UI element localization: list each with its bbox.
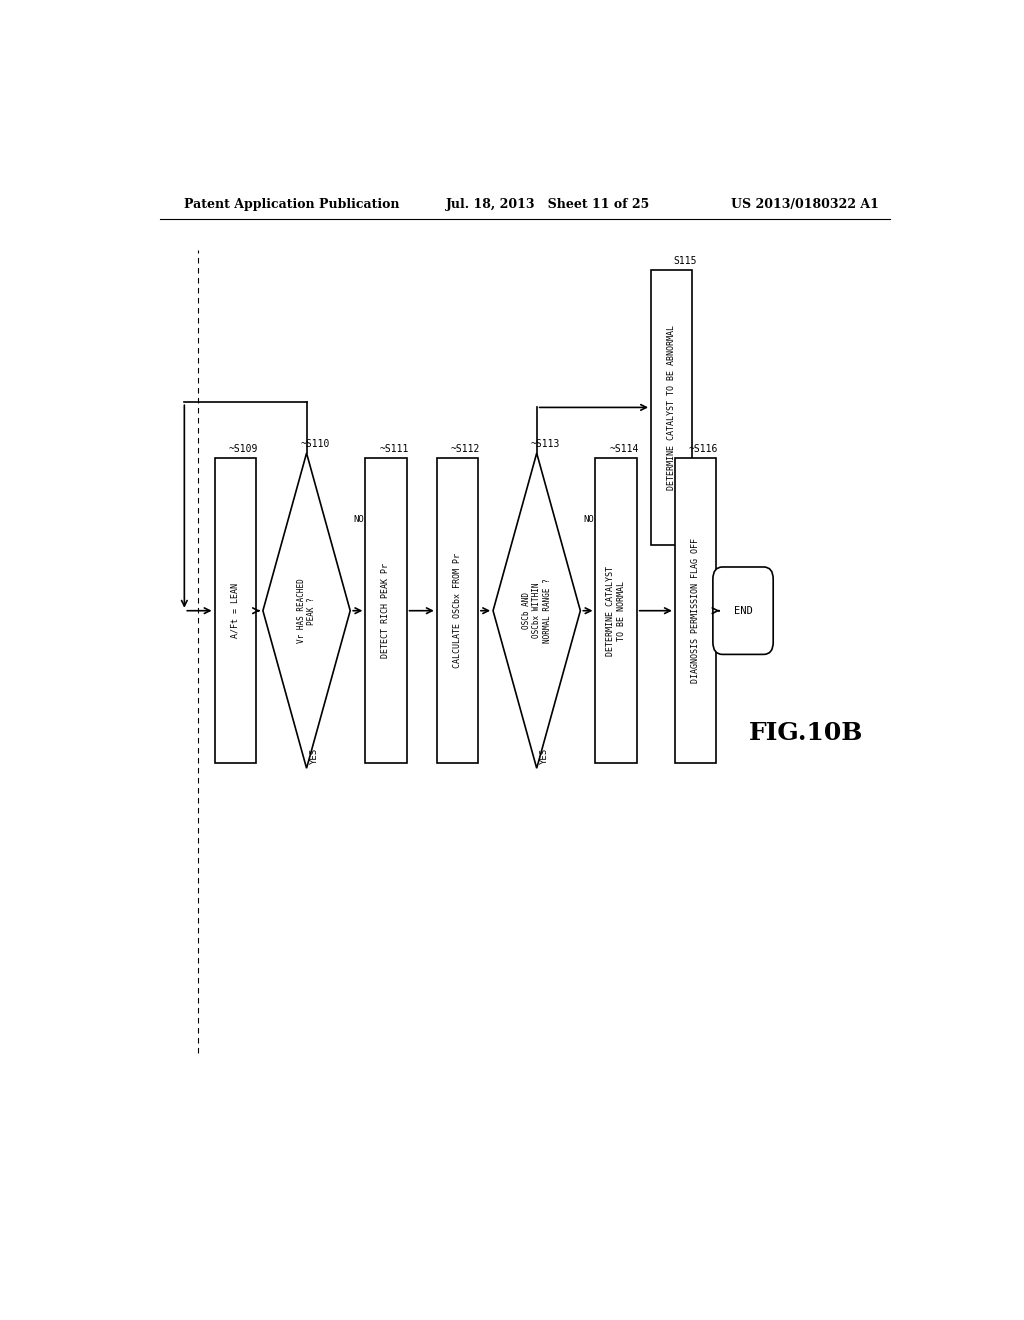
Text: Jul. 18, 2013   Sheet 11 of 25: Jul. 18, 2013 Sheet 11 of 25 bbox=[445, 198, 649, 211]
Text: ~S110: ~S110 bbox=[300, 440, 330, 449]
Polygon shape bbox=[263, 453, 350, 768]
Text: DETERMINE CATALYST
TO BE NORMAL: DETERMINE CATALYST TO BE NORMAL bbox=[606, 566, 626, 656]
Text: YES: YES bbox=[309, 748, 318, 764]
Bar bbox=[214, 458, 256, 763]
Text: END: END bbox=[733, 606, 753, 615]
Text: DIAGNOSIS PERMISSION FLAG OFF: DIAGNOSIS PERMISSION FLAG OFF bbox=[691, 539, 700, 684]
Text: Patent Application Publication: Patent Application Publication bbox=[183, 198, 399, 211]
Text: ~S111: ~S111 bbox=[380, 444, 409, 454]
Text: OSCb AND
OSCbx WITHIN
NORMAL RANGE ?: OSCb AND OSCbx WITHIN NORMAL RANGE ? bbox=[522, 578, 552, 643]
Text: ~S114: ~S114 bbox=[609, 444, 639, 454]
Text: ~S113: ~S113 bbox=[530, 440, 560, 449]
Bar bbox=[595, 458, 637, 763]
Bar bbox=[675, 458, 716, 763]
Text: YES: YES bbox=[540, 748, 549, 764]
Text: S115: S115 bbox=[673, 256, 696, 267]
FancyBboxPatch shape bbox=[713, 568, 773, 655]
Text: Vr HAS REACHED
PEAK ?: Vr HAS REACHED PEAK ? bbox=[297, 578, 316, 643]
Bar bbox=[651, 271, 692, 545]
Bar bbox=[366, 458, 407, 763]
Polygon shape bbox=[494, 453, 581, 768]
Text: DETERMINE CATALYST TO BE ABNORMAL: DETERMINE CATALYST TO BE ABNORMAL bbox=[667, 325, 676, 490]
Text: NO: NO bbox=[584, 515, 594, 524]
Text: CALCULATE OSCbx FROM Pr: CALCULATE OSCbx FROM Pr bbox=[453, 553, 462, 668]
Text: US 2013/0180322 A1: US 2013/0180322 A1 bbox=[731, 198, 879, 211]
Text: ~S112: ~S112 bbox=[451, 444, 480, 454]
Text: NO: NO bbox=[353, 515, 365, 524]
Bar bbox=[436, 458, 478, 763]
Text: A/Ft = LEAN: A/Ft = LEAN bbox=[230, 583, 240, 638]
Text: DETECT RICH PEAK Pr: DETECT RICH PEAK Pr bbox=[381, 564, 390, 659]
Text: FIG.10B: FIG.10B bbox=[750, 721, 863, 744]
Text: ~S116: ~S116 bbox=[689, 444, 719, 454]
Text: ~S109: ~S109 bbox=[228, 444, 258, 454]
